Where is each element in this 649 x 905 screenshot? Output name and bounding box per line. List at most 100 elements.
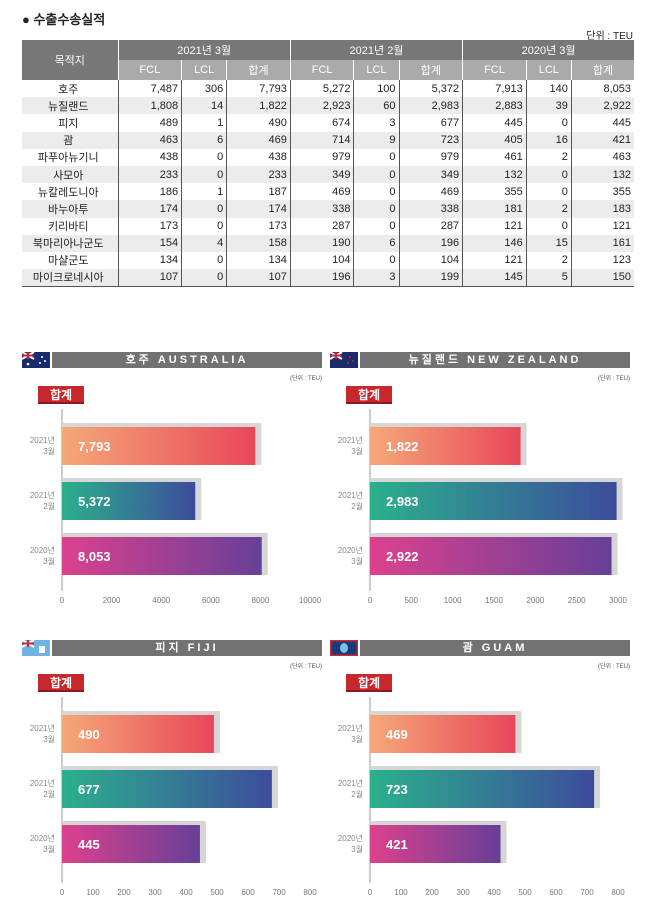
total-badge: 합계 <box>346 386 392 404</box>
value-cell: 674 <box>289 114 354 132</box>
value-cell: 979 <box>398 148 463 166</box>
value-cell: 438 <box>117 148 182 166</box>
period-header: 2021년 3월 <box>117 40 291 60</box>
category-label: 2월 <box>351 501 363 511</box>
value-cell: 5,272 <box>289 80 354 98</box>
flag-icon <box>330 352 358 368</box>
value-cell: 7,487 <box>117 80 182 98</box>
category-label: 2020년 <box>30 545 55 555</box>
value-cell: 16 <box>525 131 572 149</box>
table-row: 파푸아뉴기니 438 0 438 979 0 979 461 2 463 <box>22 148 634 166</box>
value-cell: 123 <box>570 251 634 270</box>
value-cell: 15 <box>525 234 572 252</box>
table-row: 호주 7,487 306 7,793 5,272 100 5,372 7,913 140 8,05… <box>22 80 634 98</box>
tick-label: 400 <box>487 888 501 897</box>
tick-label: 300 <box>148 888 162 897</box>
data-label: 677 <box>78 782 100 797</box>
chart-title: 뉴질랜드 NEW ZEALAND <box>360 352 630 368</box>
total-badge: 합계 <box>346 674 392 692</box>
value-cell: 2,923 <box>289 97 354 115</box>
destination-cell: 마이크로네시아 <box>22 269 118 287</box>
table-row: 뉴질랜드 1,808 14 1,822 2,923 60 2,983 2,883 39 2,922 <box>22 97 634 115</box>
bar <box>62 715 214 753</box>
value-cell: 461 <box>462 148 527 166</box>
value-cell: 104 <box>398 251 463 270</box>
value-cell: 677 <box>398 114 463 132</box>
value-cell: 161 <box>570 234 634 252</box>
value-cell: 1 <box>181 114 227 132</box>
chart-panel: 뉴질랜드 NEW ZEALAND (단위 : TEU) 합계 1,822 2021년… <box>330 352 630 612</box>
value-cell: 979 <box>289 148 354 166</box>
value-cell: 2 <box>525 200 572 218</box>
chart-unit: (단위 : TEU) <box>597 664 630 670</box>
data-label: 490 <box>78 727 100 742</box>
chart-unit: (단위 : TEU) <box>289 664 322 670</box>
tick-label: 700 <box>580 888 594 897</box>
value-cell: 146 <box>462 234 527 252</box>
category-label: 3월 <box>351 844 363 854</box>
value-cell: 0 <box>525 165 572 184</box>
table-row: 마이크로네시아 107 0 107 196 3 199 145 5 150 <box>22 269 634 287</box>
value-cell: 489 <box>117 114 182 132</box>
chart-panel: 호주 AUSTRALIA (단위 : TEU) 합계 7,793 2021년 3월 5,… <box>22 352 322 612</box>
value-cell: 121 <box>570 217 634 235</box>
value-cell: 2,883 <box>462 97 527 115</box>
flag-icon <box>330 640 358 656</box>
value-cell: 349 <box>398 165 463 184</box>
data-label: 2,983 <box>386 494 419 509</box>
category-label: 3월 <box>43 446 55 456</box>
value-cell: 2,983 <box>398 97 463 115</box>
destination-cell: 마샬군도 <box>48 255 89 268</box>
value-cell: 0 <box>353 217 400 235</box>
value-cell: 723 <box>398 131 463 149</box>
value-cell: 2,922 <box>570 97 634 115</box>
category-label: 2021년 <box>338 778 363 788</box>
flag-icon <box>22 352 50 368</box>
category-label: 2021년 <box>338 723 363 733</box>
value-cell: 0 <box>525 217 572 235</box>
category-label: 2021년 <box>30 435 55 445</box>
value-cell: 0 <box>181 269 227 287</box>
category-label: 2020년 <box>338 833 363 843</box>
tick-label: 600 <box>549 888 563 897</box>
data-label: 1,822 <box>386 439 419 454</box>
value-cell: 158 <box>226 234 291 252</box>
tick-label: 400 <box>179 888 193 897</box>
value-cell: 100 <box>353 80 400 98</box>
value-cell: 186 <box>117 183 182 201</box>
value-cell: 196 <box>289 269 354 287</box>
value-cell: 181 <box>462 200 527 218</box>
tick-label: 500 <box>518 888 532 897</box>
chart-panel: 피지 FIJI (단위 : TEU) 합계 490 2021년 3월 677 2021년 2… <box>22 640 322 900</box>
destination-cell: 키리바티 <box>48 221 89 234</box>
value-cell: 445 <box>462 114 527 132</box>
value-cell: 0 <box>181 251 227 270</box>
value-cell: 132 <box>570 165 634 184</box>
destination-cell: 피지 <box>58 117 79 130</box>
value-cell: 5,372 <box>398 80 463 98</box>
value-cell: 287 <box>398 217 463 235</box>
value-cell: 173 <box>226 217 291 235</box>
value-cell: 438 <box>226 148 291 166</box>
bar <box>370 825 501 863</box>
value-cell: 421 <box>570 131 634 149</box>
value-cell: 0 <box>353 148 400 166</box>
bar <box>370 715 516 753</box>
table-row: 키리바티 173 0 173 287 0 287 121 0 121 <box>22 217 634 235</box>
tick-label: 500 <box>405 596 419 605</box>
category-label: 2021년 <box>30 778 55 788</box>
value-cell: 445 <box>570 114 634 132</box>
tick-label: 3000 <box>609 596 627 605</box>
value-cell: 338 <box>398 200 463 218</box>
value-cell: 490 <box>226 114 291 132</box>
tick-label: 8000 <box>252 596 270 605</box>
value-cell: 0 <box>353 200 400 218</box>
table-row: 사모아 233 0 233 349 0 349 132 0 132 <box>22 165 634 184</box>
tick-label: 800 <box>611 888 625 897</box>
tick-label: 200 <box>117 888 131 897</box>
chart-title: 괌 GUAM <box>360 640 630 656</box>
value-cell: 1,808 <box>117 97 182 115</box>
category-label: 2020년 <box>338 545 363 555</box>
value-cell: 1,822 <box>226 97 291 115</box>
